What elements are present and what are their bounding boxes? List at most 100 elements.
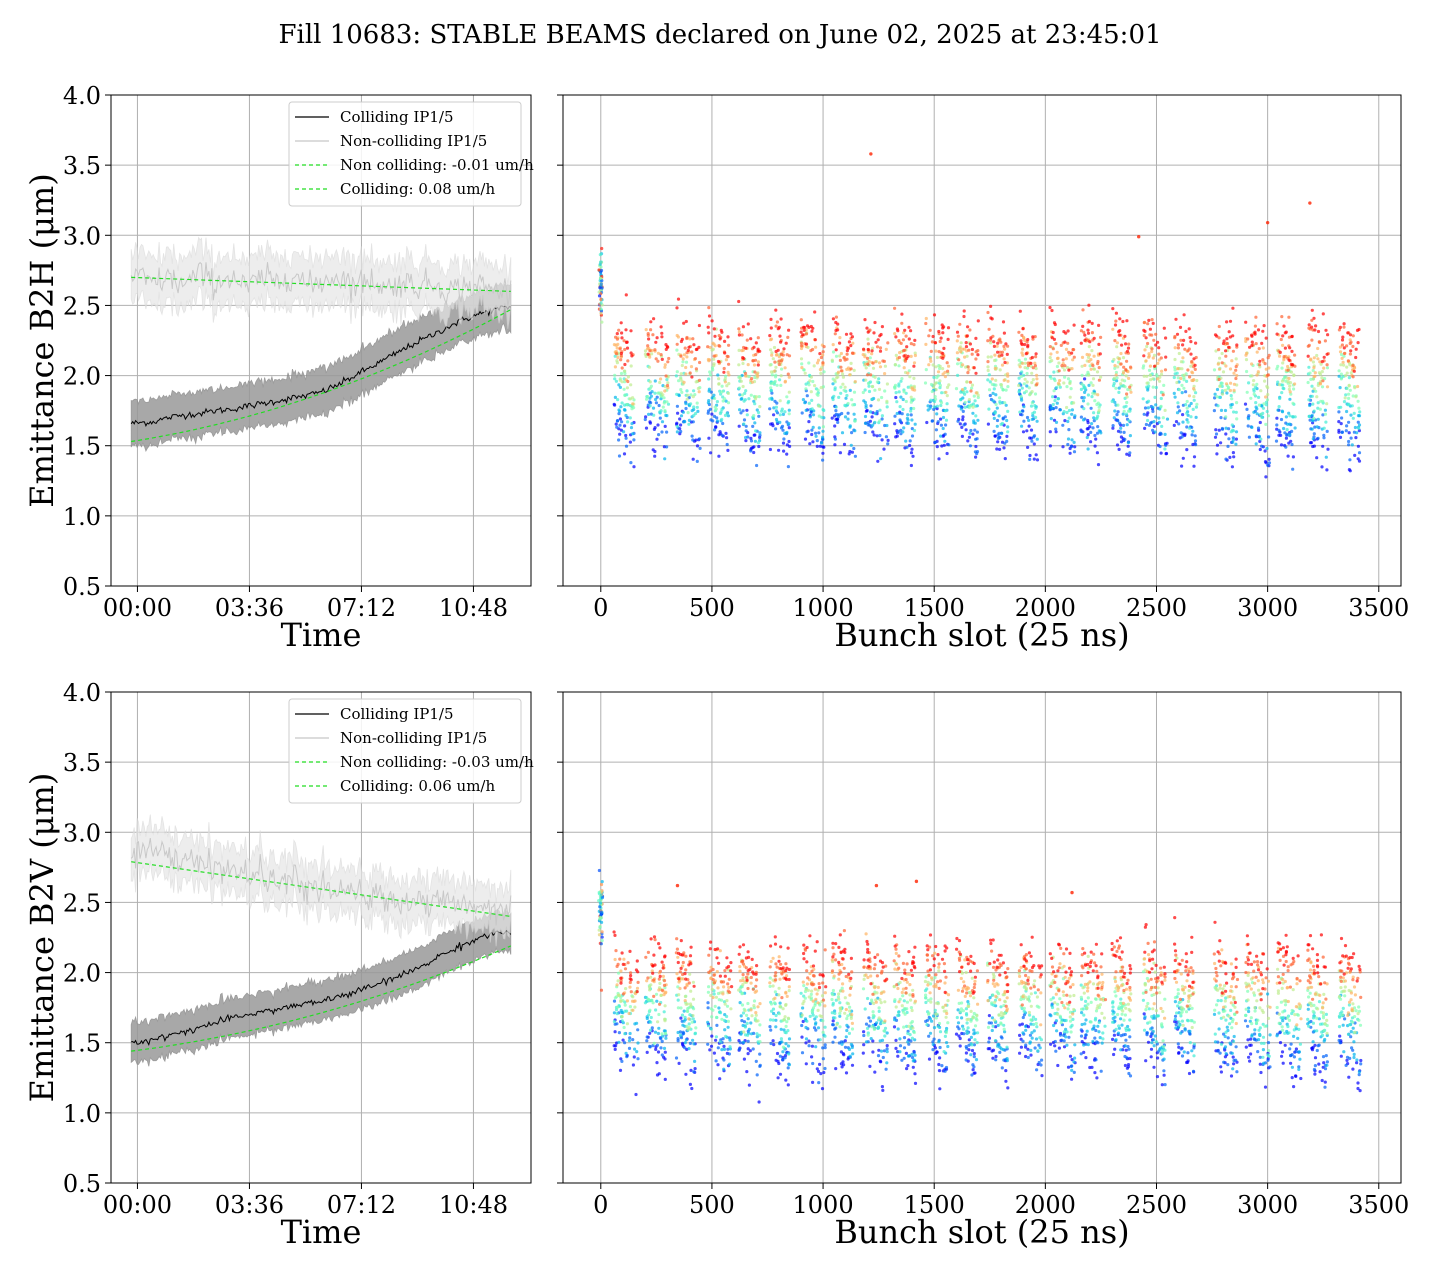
scatter-point (649, 328, 653, 332)
scatter-point (886, 442, 890, 446)
scatter-point (1340, 430, 1344, 434)
scatter-point (706, 411, 710, 415)
scatter-point (925, 953, 929, 957)
scatter-point (706, 990, 711, 994)
scatter-point (999, 1022, 1003, 1026)
scatter-point (1225, 342, 1230, 346)
scatter-point (617, 438, 621, 442)
scatter-point (698, 360, 702, 365)
scatter-point (1308, 371, 1312, 375)
scatter-point (831, 317, 836, 321)
scatter-point (1188, 336, 1192, 340)
scatter-point (963, 958, 967, 962)
scatter-point (1097, 378, 1101, 382)
y-tick-label: 3.5 (63, 152, 101, 180)
scatter-point (821, 451, 825, 455)
scatter-point (622, 387, 626, 391)
scatter-point (904, 399, 908, 404)
scatter-point (613, 365, 618, 369)
scatter-point (1142, 333, 1146, 338)
scatter-point (1152, 364, 1157, 368)
scatter-point (783, 431, 787, 435)
scatter-point (805, 982, 810, 986)
scatter-point (945, 1011, 949, 1016)
scatter-point (1054, 427, 1058, 431)
scatter-point (1259, 412, 1263, 416)
scatter-point (804, 382, 808, 386)
scatter-point (894, 947, 898, 951)
scatter-point (773, 942, 778, 946)
scatter-point (683, 986, 687, 990)
scatter-point (1254, 342, 1258, 346)
scatter-point (661, 963, 666, 967)
scatter-point (1113, 366, 1117, 370)
scatter-point (1172, 375, 1176, 380)
scatter-point (1000, 363, 1005, 367)
scatter-point (864, 932, 868, 936)
scatter-point (996, 350, 1000, 354)
scatter-point (694, 1026, 698, 1030)
x-tick-label: 1000 (793, 594, 854, 622)
scatter-point (1342, 351, 1347, 356)
scatter-point (997, 953, 1001, 957)
scatter-point (986, 1047, 990, 1051)
scatter-point (909, 406, 913, 411)
scatter-point (629, 383, 633, 387)
scatter-point (1275, 332, 1279, 336)
scatter-point (880, 438, 884, 442)
scatter-point (830, 1011, 834, 1015)
scatter-point (711, 347, 715, 351)
scatter-point (1219, 416, 1223, 420)
scatter-point (933, 395, 937, 399)
scatter-point (647, 337, 651, 341)
scatter-point (614, 379, 619, 383)
scatter-point (1149, 421, 1153, 425)
scatter-point (927, 363, 931, 367)
scatter-point (625, 340, 629, 344)
scatter-point (1050, 359, 1054, 363)
scatter-point (961, 418, 965, 422)
scatter-point (894, 391, 898, 395)
scatter-point (927, 1057, 932, 1061)
scatter-point (1185, 406, 1189, 410)
scatter-point (912, 964, 916, 969)
scatter-point (598, 286, 602, 290)
scatter-point (741, 325, 746, 329)
scatter-point (895, 400, 899, 404)
scatter-point (674, 374, 679, 378)
scatter-point (657, 1072, 661, 1076)
scatter-point (1251, 383, 1255, 387)
scatter-point (1019, 394, 1023, 398)
scatter-point (1111, 327, 1115, 331)
scatter-point (964, 345, 969, 349)
scatter-point (908, 993, 912, 997)
scatter-point (881, 1088, 885, 1092)
scatter-point (1058, 408, 1062, 412)
scatter-point (1292, 387, 1296, 391)
scatter-point (1222, 339, 1226, 343)
scatter-point (745, 408, 749, 412)
scatter-point (1099, 375, 1103, 379)
scatter-point (753, 433, 757, 437)
scatter-point (831, 1003, 835, 1007)
scatter-point (1089, 440, 1093, 444)
scatter-point (787, 989, 791, 993)
scatter-point (938, 1056, 942, 1060)
scatter-point (913, 351, 917, 355)
scatter-point (973, 979, 977, 983)
scatter-point (783, 366, 787, 370)
scatter-point (994, 383, 998, 387)
scatter-point (1096, 425, 1100, 429)
scatter-point (623, 393, 627, 397)
scatter-point (834, 998, 838, 1002)
scatter-point (618, 385, 623, 389)
scatter-point (1259, 437, 1263, 441)
scatter-point (1002, 331, 1007, 335)
scatter-point (776, 327, 780, 331)
scatter-point (1188, 375, 1192, 379)
scatter-point (1051, 330, 1055, 335)
scatter-point (906, 1064, 910, 1068)
scatter-point (1234, 357, 1238, 361)
scatter-point (725, 411, 729, 415)
scatter-point (1035, 373, 1039, 377)
